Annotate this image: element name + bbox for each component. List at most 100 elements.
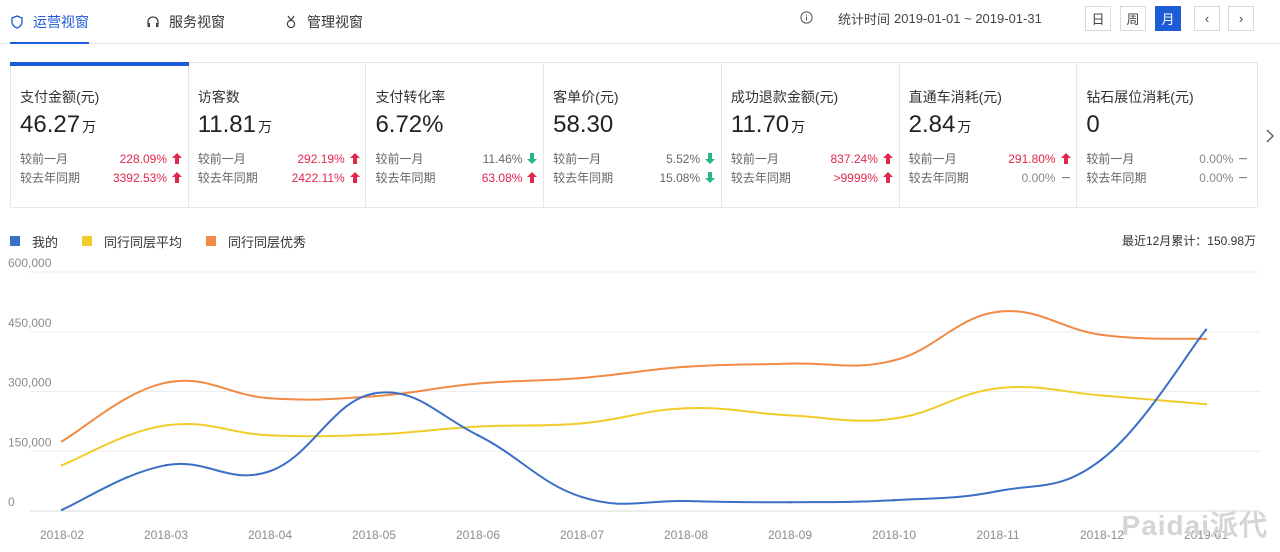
legend-item-average[interactable]: 同行同层平均 [82,232,182,251]
data-point[interactable] [580,495,584,499]
compare-label: 较前一月 [375,152,424,166]
metric-number: 46.27 [20,111,81,138]
tab-management[interactable]: 管理视窗 [284,0,363,44]
series-line-average[interactable] [61,385,1207,467]
period-week-button[interactable]: 周 [1120,6,1146,31]
compare-percent: 63.08% [481,170,523,185]
data-point[interactable] [476,425,480,428]
data-point[interactable] [268,397,272,400]
legend-item-mine[interactable]: 我的 [10,232,58,251]
metric-number: 58.30 [553,111,614,138]
metric-card[interactable]: 客单价(元) 58.30 较前一月 5.52% 较去年同期 15.08% [544,63,722,207]
data-point[interactable] [788,362,792,365]
info-icon[interactable] [800,11,813,24]
data-point[interactable] [372,433,376,436]
metric-value: 46.27 万 [20,110,188,140]
data-point[interactable] [684,365,688,369]
arrow-up-icon [349,153,360,164]
data-point[interactable] [60,508,64,512]
stat-time: 统计时间 2019-01-01 ~ 2019-01-31 [838,0,1042,36]
chevron-right-icon[interactable] [1264,126,1276,146]
data-point[interactable] [1204,403,1208,406]
data-point[interactable] [892,499,896,502]
compare-label: 较前一月 [730,152,779,166]
stat-time-label: 统计时间 [838,11,891,27]
series-line-excellent[interactable] [61,310,1207,443]
compare-label: 较前一月 [197,152,246,166]
data-point[interactable] [476,434,480,437]
data-point[interactable] [268,469,272,473]
data-point[interactable] [1100,458,1104,461]
data-point[interactable] [164,463,168,467]
metric-card[interactable]: 支付金额(元) 46.27 万较前一月 228.09% 较去年同期 3392.53% [10,62,189,207]
legend-item-excellent[interactable]: 同行同层优秀 [206,232,306,251]
metric-card[interactable]: 钻石展位消耗(元) 0 较前一月 0.00% 较去年同期 0.00% [1077,63,1257,207]
arrow-down-icon [705,172,716,183]
data-point[interactable] [60,463,64,467]
compare-last-year: 较去年同期 63.08% [375,169,538,186]
medal-icon [286,15,296,29]
data-point[interactable] [1204,337,1208,341]
arrow-up-icon [1060,153,1071,164]
compare-last-year: 较去年同期 0.00% [1086,169,1248,186]
data-point[interactable] [268,434,272,437]
next-period-button[interactable]: › [1228,6,1254,31]
arrow-up-icon [882,172,893,183]
data-point[interactable] [996,387,1000,390]
metric-card[interactable]: 直通车消耗(元) 2.84 万较前一月 291.80% 较去年同期 0.00% [900,63,1078,207]
compare-value: 63.08% [482,171,538,185]
data-point[interactable] [892,417,896,420]
metric-number: 11.81 [197,111,256,138]
data-point[interactable] [1204,328,1208,331]
compare-prev-month: 较前一月 837.24% [731,150,893,167]
arrow-down-icon [705,153,716,164]
watermark: Paidai派代 [1121,510,1268,541]
metric-title: 直通车消耗(元) [908,89,1002,105]
data-point[interactable] [892,359,896,362]
data-point[interactable] [684,499,688,503]
stat-time-range: 2019-01-01 ~ 2019-01-31 [894,10,1042,26]
tab-operations[interactable]: 运营视窗 [10,0,89,44]
metric-card[interactable]: 支付转化率 6.72% 较前一月 11.46% 较去年同期 63.08% [366,63,545,207]
data-point[interactable] [788,501,792,504]
data-point[interactable] [1100,394,1104,397]
period-day-button[interactable]: 日 [1085,6,1111,31]
data-point[interactable] [1100,333,1104,337]
data-point[interactable] [476,382,480,385]
legend-swatch [10,236,20,246]
metric-unit: 万 [791,119,806,135]
metric-card[interactable]: 访客数 11.81 万较前一月 292.19% 较去年同期 2422.11% [189,63,367,207]
prev-period-button[interactable]: ‹ [1194,6,1220,31]
compare-prev-month: 较前一月 291.80% [909,150,1071,167]
metric-unit: 万 [82,119,97,135]
series-line-mine[interactable] [61,329,1207,511]
chart-legend: 我的 同行同层平均 同行同层优秀 [10,232,330,250]
data-point[interactable] [580,376,584,380]
data-point[interactable] [164,381,168,384]
compare-percent: 837.24% [830,151,878,166]
data-point[interactable] [996,489,1000,493]
y-tick-label: 0 [8,495,15,509]
compare-percent: 3392.53% [112,170,167,185]
metric-value: 11.70 万 [731,110,899,140]
compare-label: 较去年同期 [197,171,258,185]
period-month-button[interactable]: 月 [1155,6,1181,31]
data-point[interactable] [372,392,376,395]
compare-percent: 2422.11% [291,170,345,185]
data-point[interactable] [60,440,64,443]
data-point[interactable] [996,310,1000,314]
metric-title: 支付金额(元) [20,89,100,105]
y-tick-label: 600,000 [8,256,52,270]
tab-service[interactable]: 服务视窗 [146,0,225,44]
compare-percent: 0.00% [1199,170,1234,185]
data-point[interactable] [164,424,168,427]
compare-value: 291.80% [1008,152,1071,166]
metric-title: 访客数 [197,89,240,105]
data-point[interactable] [580,422,584,425]
data-point[interactable] [684,407,688,410]
data-point[interactable] [788,414,792,417]
compare-label: 较前一月 [1086,152,1135,166]
data-point[interactable] [372,395,376,398]
metric-card[interactable]: 成功退款金额(元) 11.70 万较前一月 837.24% 较去年同期 >9999% [722,63,900,207]
compare-last-year: 较去年同期 >9999% [731,169,893,186]
